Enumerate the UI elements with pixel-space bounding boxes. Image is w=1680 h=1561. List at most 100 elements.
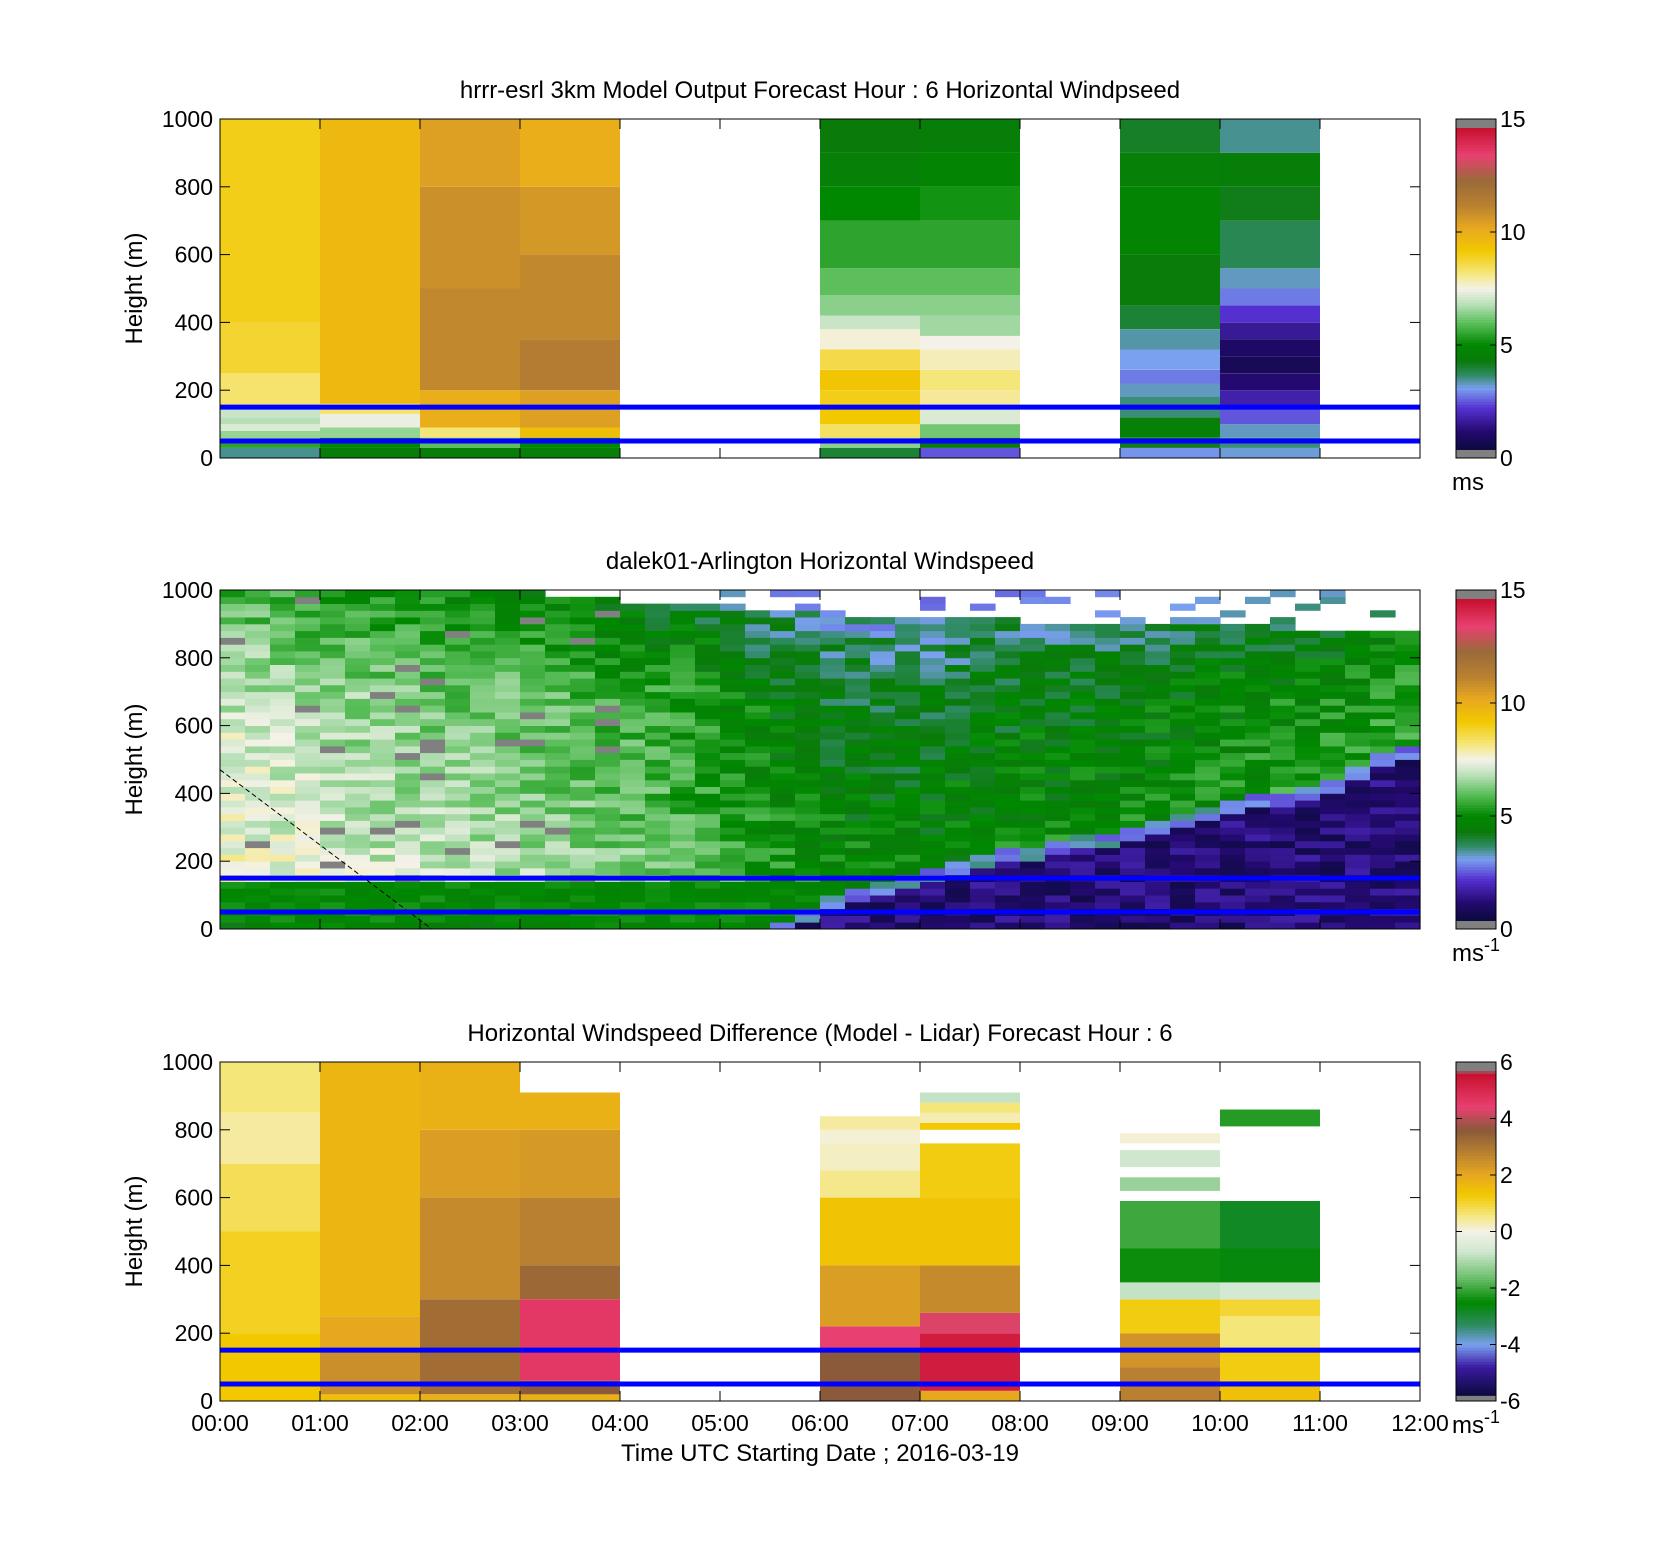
heatmap-cell — [870, 773, 896, 781]
heatmap-cell — [645, 881, 671, 889]
heatmap-cell — [1370, 868, 1396, 876]
heatmap-cell — [820, 268, 920, 296]
heatmap-cell — [1095, 881, 1121, 889]
y-tick-label: 1000 — [162, 106, 213, 132]
heatmap-cell — [1145, 868, 1171, 876]
heatmap-cell — [1170, 671, 1196, 679]
heatmap-cell — [695, 922, 721, 930]
heatmap-cell — [920, 786, 946, 794]
heatmap-cell — [1345, 827, 1371, 835]
heatmap-cell — [520, 664, 546, 672]
heatmap-cell — [795, 766, 821, 774]
heatmap-cell — [1370, 766, 1396, 774]
heatmap-cell — [770, 901, 796, 910]
heatmap-cell — [420, 664, 446, 672]
heatmap-cell — [220, 651, 246, 659]
colorbar-swatch — [1456, 1398, 1496, 1402]
heatmap-cell — [895, 800, 921, 808]
heatmap-cell — [320, 779, 346, 787]
heatmap-cell — [1245, 807, 1271, 815]
colorbar-swatch — [1456, 1121, 1496, 1125]
colorbar-tick-label: 6 — [1500, 1049, 1513, 1075]
heatmap-cell — [620, 752, 646, 760]
colorbar-tick-label: -6 — [1500, 1388, 1520, 1414]
heatmap-cell — [1195, 596, 1221, 604]
heatmap-cell — [1245, 759, 1271, 767]
heatmap-cell — [320, 800, 346, 808]
heatmap-cell — [320, 705, 346, 713]
heatmap-cell — [995, 895, 1021, 903]
heatmap-cell — [295, 840, 321, 849]
heatmap-cell — [1270, 807, 1296, 815]
heatmap-cell — [970, 630, 996, 638]
heatmap-cell — [1120, 759, 1146, 767]
heatmap-cell — [920, 295, 1020, 316]
heatmap-cell — [570, 779, 596, 787]
heatmap-cell — [645, 684, 671, 693]
colorbar-swatch — [1456, 595, 1496, 599]
heatmap-cell — [695, 617, 721, 625]
heatmap-cell — [720, 644, 746, 652]
heatmap-cell — [395, 807, 421, 815]
heatmap-cell — [1370, 691, 1396, 699]
heatmap-cell — [745, 834, 771, 842]
colorbar-swatch — [1456, 1081, 1496, 1086]
heatmap-cell — [595, 705, 621, 713]
heatmap-cell — [1070, 684, 1096, 693]
heatmap-cell — [1270, 718, 1296, 726]
heatmap-cell — [1095, 840, 1121, 849]
heatmap-cell — [220, 441, 320, 448]
heatmap-cell — [370, 664, 396, 672]
heatmap-cell — [595, 644, 621, 652]
heatmap-cell — [995, 691, 1021, 699]
heatmap-cell — [545, 807, 571, 815]
heatmap-cell — [1220, 922, 1246, 930]
heatmap-cell — [820, 623, 846, 632]
colorbar-swatch — [1456, 345, 1496, 349]
heatmap-cell — [220, 901, 246, 910]
heatmap-cell — [1395, 901, 1421, 910]
heatmap-cell — [1145, 630, 1171, 638]
heatmap-cell — [1120, 329, 1220, 350]
heatmap-cell — [320, 725, 346, 733]
heatmap-cell — [620, 915, 646, 923]
heatmap-cell — [1120, 854, 1146, 862]
heatmap-cell — [470, 807, 496, 815]
heatmap-cell — [670, 895, 696, 903]
heatmap-cell — [820, 793, 846, 801]
heatmap-cell — [545, 691, 571, 699]
heatmap-cell — [395, 766, 421, 774]
heatmap-cell — [395, 739, 421, 747]
heatmap-cell — [920, 390, 1020, 408]
colorbar-swatch — [1456, 1248, 1496, 1252]
heatmap-cell — [220, 617, 246, 625]
heatmap-cell — [370, 678, 396, 686]
heatmap-cell — [970, 752, 996, 760]
colorbar-swatch — [1456, 1169, 1496, 1173]
heatmap-cell — [220, 430, 320, 442]
colorbar-swatch — [1456, 1299, 1496, 1303]
heatmap-cell — [720, 732, 746, 740]
heatmap-cell — [1120, 732, 1146, 740]
y-axis-label: Height (m) — [121, 703, 148, 815]
heatmap-cell — [295, 657, 321, 665]
heatmap-cell — [220, 779, 246, 787]
heatmap-cell — [595, 888, 621, 896]
heatmap-cell — [1120, 786, 1146, 794]
heatmap-cell — [820, 1170, 920, 1198]
heatmap-cell — [1020, 800, 1046, 808]
heatmap-cell — [945, 745, 971, 754]
colorbar-tick-label: 0 — [1500, 1219, 1513, 1245]
heatmap-cell — [745, 915, 771, 923]
heatmap-cell — [395, 915, 421, 923]
heatmap-cell — [1270, 657, 1296, 665]
heatmap-cell — [1120, 417, 1220, 438]
heatmap-cell — [545, 739, 571, 747]
heatmap-cell — [445, 651, 471, 659]
heatmap-cell — [1395, 854, 1421, 862]
heatmap-cell — [870, 766, 896, 774]
heatmap-cell — [320, 861, 346, 869]
heatmap-cell — [920, 1390, 1020, 1401]
heatmap-cell — [595, 820, 621, 828]
heatmap-cell — [845, 840, 871, 849]
